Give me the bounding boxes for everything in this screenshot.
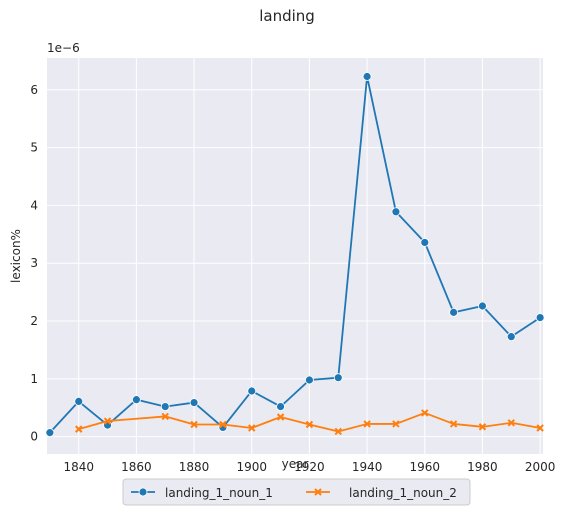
series-1-point [506, 332, 516, 342]
x-marker-stroke [103, 417, 112, 425]
y-tick-label: 5 [30, 141, 38, 155]
chart-title: landing [259, 7, 315, 25]
series-2-point [248, 424, 256, 432]
series-1-line [48, 75, 542, 434]
x-marker-stroke [449, 420, 458, 428]
series-1-point [449, 307, 459, 317]
grid [47, 58, 543, 454]
series-2-point [449, 420, 458, 428]
plot-background [47, 58, 543, 454]
series-1-point [362, 72, 372, 81]
x-axis-label: year [282, 457, 309, 471]
x-marker-stroke [75, 425, 83, 433]
x-marker-stroke [334, 427, 342, 436]
legend-series-1-marker-icon [138, 487, 148, 497]
series-1-point [391, 207, 401, 217]
y-tick-label: 4 [30, 198, 38, 212]
x-marker-stroke [248, 424, 256, 432]
y-tick-label: 0 [30, 430, 38, 444]
series-2-point [536, 424, 544, 432]
series-2-point [190, 420, 198, 429]
series-1-point [276, 402, 285, 411]
x-marker-stroke [363, 420, 371, 428]
legend-box [122, 478, 471, 506]
x-marker-stroke [219, 420, 227, 429]
series-1-point [45, 428, 55, 438]
y-tick-label: 1 [30, 372, 38, 386]
series-1-point [535, 313, 545, 322]
series-1-point [247, 386, 257, 396]
series-1-point [478, 301, 487, 311]
series-1-point [131, 395, 141, 405]
x-marker-stroke [305, 420, 314, 429]
x-tick-label: 1900 [236, 460, 267, 474]
series-1-point [305, 375, 314, 385]
y-tick-label: 2 [30, 314, 38, 328]
x-tick-label: 1940 [352, 460, 383, 474]
legend-series-2-label: landing_1_noun_2 [349, 486, 457, 500]
x-tick-label: 1880 [179, 460, 210, 474]
x-marker-stroke [161, 412, 169, 421]
x-marker-stroke [421, 409, 429, 417]
series-2-point [478, 423, 487, 431]
x-marker-stroke [536, 424, 544, 432]
x-tick-label: 2000 [525, 460, 556, 474]
series-1-point [74, 396, 84, 406]
x-marker-stroke [276, 413, 285, 421]
series-2-point [276, 413, 285, 421]
legend: landing_1_noun_1 landing_1_noun_2 [122, 478, 471, 506]
legend-series-2-marker-icon [314, 488, 322, 496]
x-tick-label: 1960 [409, 460, 440, 474]
series-1-point [189, 398, 199, 407]
series-1-point [420, 238, 430, 247]
legend-series-1-label: landing_1_noun_1 [165, 486, 273, 500]
x-marker-stroke [190, 420, 198, 429]
y-tick-label: 6 [30, 83, 38, 97]
series-2-point [75, 425, 83, 433]
tick-labels: 1840 1860 1880 1900 1920 1940 1960 1980 2000 0 1 2 3… [30, 83, 555, 474]
series-2-point [363, 420, 371, 428]
x-marker-stroke [507, 419, 515, 427]
series-2-point [305, 420, 314, 429]
series-1-point [160, 402, 170, 411]
x-tick-label: 1860 [121, 460, 152, 474]
y-axis-label: lexicon% [9, 229, 23, 283]
x-tick-label: 1980 [467, 460, 498, 474]
x-marker-stroke [392, 420, 400, 428]
series-2-point [334, 427, 342, 436]
series-1-point [333, 373, 343, 383]
series-2-point [219, 420, 227, 429]
series-2-point [507, 419, 515, 427]
series-2-line [77, 412, 542, 433]
y-tick-label: 3 [30, 256, 38, 270]
y-offset-label: 1e−6 [47, 41, 80, 55]
x-tick-label: 1920 [294, 460, 325, 474]
series-2-point [392, 420, 400, 428]
x-tick-label: 1840 [63, 460, 94, 474]
series-layer [45, 72, 545, 438]
x-marker-stroke [478, 423, 487, 431]
series-2-point [103, 417, 112, 425]
series-2-point [421, 409, 429, 417]
series-2-point [161, 412, 169, 421]
